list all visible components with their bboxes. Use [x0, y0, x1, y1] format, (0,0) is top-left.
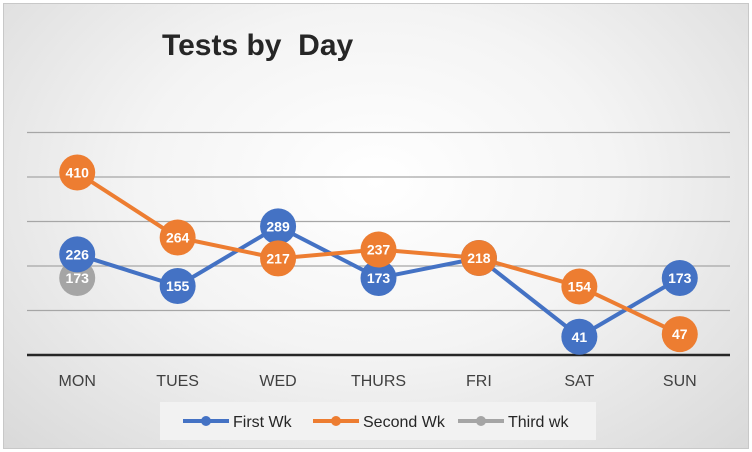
- legend-marker: [331, 416, 341, 426]
- data-label: 154: [568, 278, 592, 294]
- data-point: [661, 316, 698, 353]
- data-label: 218: [467, 250, 491, 266]
- x-tick-label: MON: [59, 373, 96, 390]
- x-axis: MON TUES WED THURS FRI SAT SUN: [27, 353, 730, 390]
- data-point: [59, 154, 96, 191]
- x-tick-label: TUES: [156, 373, 199, 390]
- data-points: 1732261552891732184117341026421723721815…: [59, 154, 698, 355]
- data-label: 264: [166, 230, 190, 246]
- data-label: 289: [266, 218, 290, 234]
- legend-label: First Wk: [233, 414, 293, 431]
- data-point: [661, 260, 698, 297]
- data-point: [260, 240, 297, 277]
- data-label: 226: [66, 246, 90, 262]
- data-label: 41: [572, 329, 588, 345]
- legend-marker: [476, 416, 486, 426]
- x-tick-label: SUN: [663, 373, 697, 390]
- data-label: 173: [66, 270, 90, 286]
- chart-title: Tests by Day: [162, 29, 354, 62]
- legend-label: Third wk: [508, 414, 569, 431]
- data-label: 47: [672, 326, 688, 342]
- data-label: 173: [367, 270, 391, 286]
- legend-marker: [201, 416, 211, 426]
- data-point: [59, 236, 96, 273]
- x-tick-label: THURS: [351, 373, 406, 390]
- data-label: 410: [66, 165, 90, 181]
- chart-area: [3, 3, 749, 449]
- x-tick-label: FRI: [466, 373, 492, 390]
- x-tick-label: SAT: [564, 373, 594, 390]
- data-point: [260, 208, 297, 245]
- data-point: [460, 239, 497, 276]
- data-point: [561, 268, 598, 305]
- legend-box: [160, 402, 596, 440]
- data-label: 155: [166, 278, 190, 294]
- legend: First Wk Second Wk Third wk: [160, 402, 596, 440]
- data-label: 217: [266, 250, 290, 266]
- data-point: [360, 231, 397, 268]
- legend-label: Second Wk: [363, 414, 446, 431]
- data-point: [360, 260, 397, 297]
- data-point: [561, 318, 598, 355]
- data-label: 173: [668, 270, 692, 286]
- data-point: [159, 268, 196, 305]
- data-point: [159, 219, 196, 256]
- x-tick-label: WED: [259, 373, 296, 390]
- data-label: 237: [367, 242, 391, 258]
